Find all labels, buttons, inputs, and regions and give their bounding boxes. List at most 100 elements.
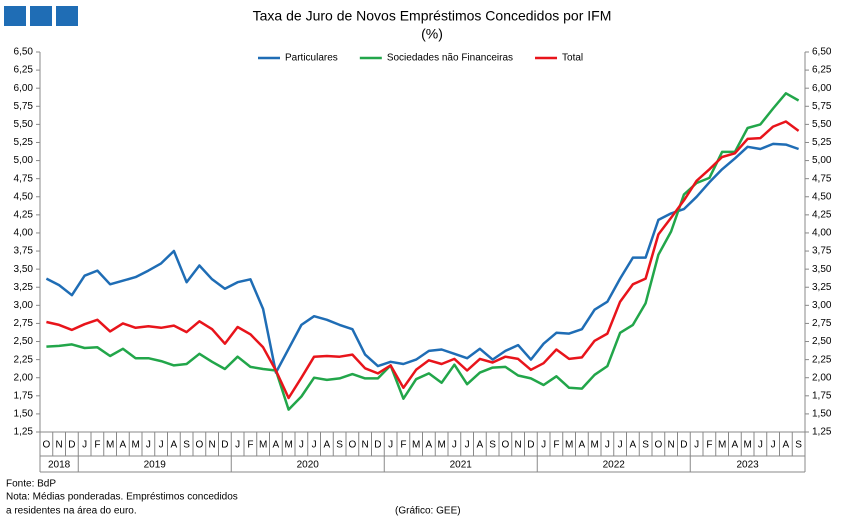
- y2-tick-label: 3,50: [812, 264, 832, 275]
- series-line: [46, 92, 800, 411]
- x-tick-label: O: [42, 440, 50, 451]
- x-tick-label: J: [771, 440, 776, 451]
- y2-tick-label: 1,50: [812, 409, 832, 420]
- y2-tick-label: 5,75: [812, 101, 832, 112]
- y-tick-label: 5,25: [14, 137, 34, 148]
- x-tick-label: O: [195, 440, 203, 451]
- y-tick-label: 1,50: [14, 409, 34, 420]
- y-tick-label: 5,00: [14, 155, 34, 166]
- x-tick-label: J: [758, 440, 763, 451]
- x-tick-label: F: [400, 440, 406, 451]
- legend-label: Total: [562, 53, 583, 64]
- y2-tick-label: 4,50: [812, 191, 832, 202]
- y2-tick-label: 1,75: [812, 390, 832, 401]
- note: Nota: Médias ponderadas. Empréstimos con…: [6, 492, 238, 503]
- x-tick-label: M: [743, 440, 751, 451]
- x-tick-label: J: [299, 440, 304, 451]
- y2-tick-label: 2,50: [812, 336, 832, 347]
- y-tick-label: 4,50: [14, 191, 34, 202]
- chart-subtitle: (%): [421, 26, 443, 42]
- x-tick-label: J: [82, 440, 87, 451]
- x-tick-label: S: [183, 440, 190, 451]
- x-tick-label: A: [732, 440, 739, 451]
- x-tick-label: J: [618, 440, 623, 451]
- year-label: 2022: [603, 460, 626, 471]
- x-tick-label: A: [426, 440, 433, 451]
- y-tick-label: 2,75: [14, 318, 34, 329]
- x-tick-label: J: [694, 440, 699, 451]
- x-tick-label: M: [437, 440, 445, 451]
- x-tick-label: J: [541, 440, 546, 451]
- year-label: 2018: [48, 460, 71, 471]
- y2-tick-label: 3,25: [812, 282, 832, 293]
- y2-tick-label: 4,25: [812, 209, 832, 220]
- y-tick-label: 2,50: [14, 336, 34, 347]
- y2-tick-label: 1,25: [812, 427, 832, 438]
- series-line: [45, 142, 800, 374]
- x-tick-label: O: [654, 440, 662, 451]
- legend-label: Particulares: [285, 53, 338, 64]
- logo-block: [30, 6, 52, 26]
- y-tick-label: 5,75: [14, 101, 34, 112]
- y2-tick-label: 3,00: [812, 300, 832, 311]
- y-tick-label: 4,00: [14, 228, 34, 239]
- y-tick-label: 2,25: [14, 354, 34, 365]
- x-tick-label: A: [324, 440, 331, 451]
- x-tick-label: F: [247, 440, 253, 451]
- y2-tick-label: 3,75: [812, 246, 832, 257]
- x-tick-label: A: [630, 440, 637, 451]
- x-tick-label: N: [209, 440, 216, 451]
- x-tick-label: A: [171, 440, 178, 451]
- y2-tick-label: 5,00: [812, 155, 832, 166]
- logo-block: [4, 6, 26, 26]
- y-tick-label: 3,00: [14, 300, 34, 311]
- y-tick-label: 3,25: [14, 282, 34, 293]
- y-tick-label: 4,25: [14, 209, 34, 220]
- x-tick-label: A: [273, 440, 280, 451]
- x-tick-label: F: [706, 440, 712, 451]
- x-tick-label: M: [590, 440, 598, 451]
- x-tick-label: A: [783, 440, 790, 451]
- x-tick-label: F: [553, 440, 559, 451]
- x-tick-label: M: [284, 440, 292, 451]
- x-tick-label: J: [388, 440, 393, 451]
- x-tick-label: J: [146, 440, 151, 451]
- y2-tick-label: 6,00: [812, 83, 832, 94]
- y-tick-label: 6,50: [14, 47, 34, 58]
- series-line: [46, 120, 800, 400]
- x-tick-label: D: [680, 440, 687, 451]
- x-tick-label: A: [120, 440, 127, 451]
- x-tick-label: N: [515, 440, 522, 451]
- year-label: 2021: [450, 460, 473, 471]
- x-tick-label: D: [221, 440, 228, 451]
- x-tick-label: M: [131, 440, 139, 451]
- note: a residentes na área do euro.: [6, 506, 137, 517]
- y-tick-label: 3,75: [14, 246, 34, 257]
- year-label: 2023: [737, 460, 760, 471]
- year-label: 2020: [297, 460, 320, 471]
- logo-block: [56, 6, 78, 26]
- year-label: 2019: [144, 460, 167, 471]
- x-tick-label: S: [795, 440, 802, 451]
- x-tick-label: J: [159, 440, 164, 451]
- x-tick-label: F: [94, 440, 100, 451]
- y2-tick-label: 4,00: [812, 228, 832, 239]
- y-tick-label: 3,50: [14, 264, 34, 275]
- y-tick-label: 4,75: [14, 173, 34, 184]
- y2-tick-label: 2,00: [812, 372, 832, 383]
- x-tick-label: M: [259, 440, 267, 451]
- y2-tick-label: 6,25: [812, 65, 832, 76]
- x-tick-label: M: [565, 440, 573, 451]
- x-tick-label: M: [718, 440, 726, 451]
- y-tick-label: 1,75: [14, 390, 34, 401]
- x-tick-label: D: [374, 440, 381, 451]
- y2-tick-label: 4,75: [812, 173, 832, 184]
- source: Fonte: BdP: [6, 479, 56, 490]
- x-tick-label: A: [579, 440, 586, 451]
- x-tick-label: M: [106, 440, 114, 451]
- x-tick-label: O: [501, 440, 509, 451]
- x-tick-label: S: [642, 440, 649, 451]
- x-tick-label: J: [452, 440, 457, 451]
- y2-tick-label: 6,50: [812, 47, 832, 58]
- x-tick-label: J: [605, 440, 610, 451]
